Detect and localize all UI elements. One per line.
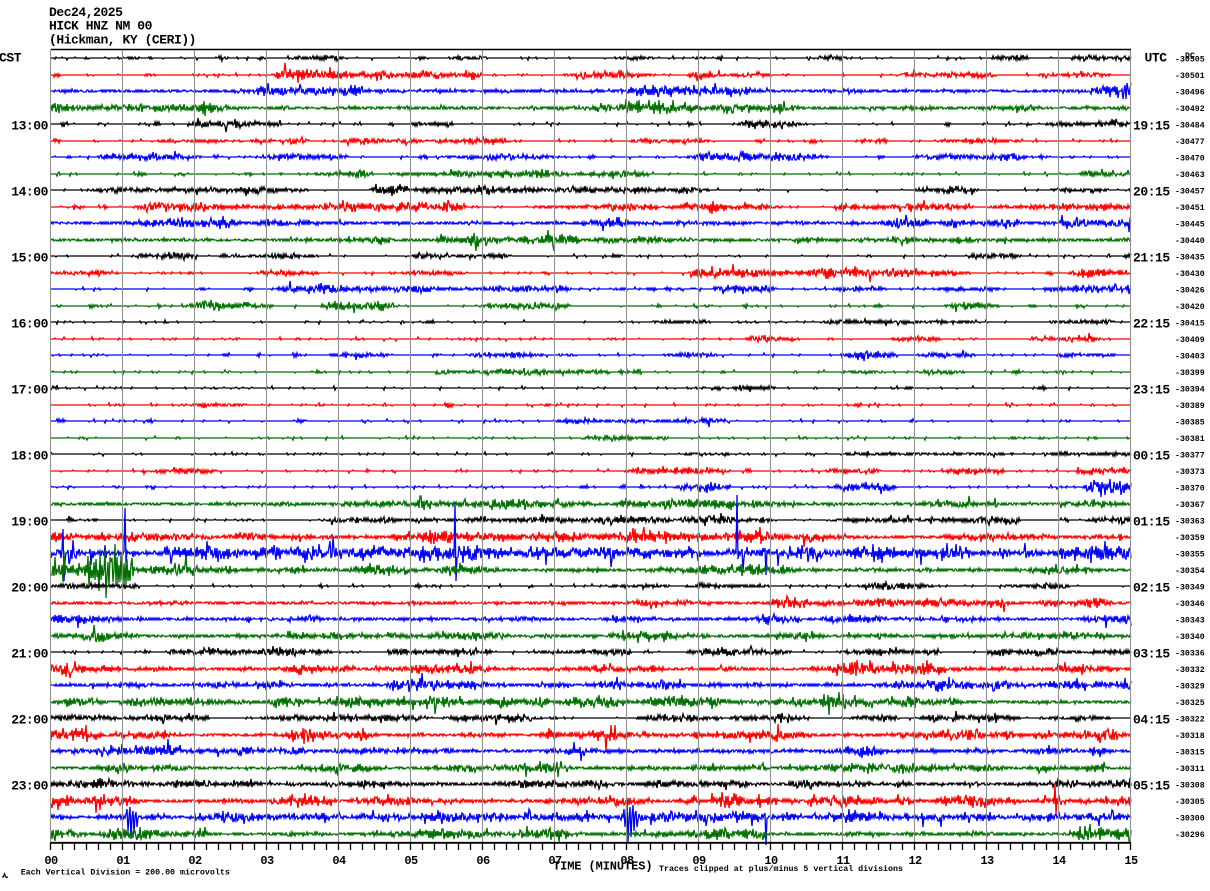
svg-text:-30354: -30354 — [1175, 567, 1205, 576]
svg-text:-30300: -30300 — [1175, 815, 1205, 824]
svg-text:00: 00 — [44, 854, 58, 868]
svg-text:13:00: 13:00 — [11, 119, 48, 134]
svg-text:CST: CST — [0, 51, 22, 66]
svg-text:-30340: -30340 — [1175, 633, 1205, 642]
svg-text:05:15: 05:15 — [1133, 779, 1170, 794]
svg-text:05: 05 — [404, 854, 418, 868]
svg-text:-30409: -30409 — [1175, 336, 1205, 345]
svg-text:UTC: UTC — [1145, 51, 1168, 66]
svg-text:08: 08 — [620, 854, 634, 868]
svg-text:-30318: -30318 — [1175, 732, 1205, 741]
svg-text:-30349: -30349 — [1175, 584, 1205, 593]
svg-text:16:00: 16:00 — [11, 317, 48, 332]
svg-text:21:15: 21:15 — [1133, 251, 1170, 266]
svg-text:19:15: 19:15 — [1133, 119, 1170, 134]
svg-text:-30484: -30484 — [1175, 122, 1205, 131]
svg-text:-30308: -30308 — [1175, 782, 1205, 791]
svg-text:-30322: -30322 — [1175, 716, 1205, 725]
svg-text:-30332: -30332 — [1175, 666, 1205, 675]
svg-text:13: 13 — [980, 854, 994, 868]
svg-text:-30336: -30336 — [1175, 650, 1205, 659]
svg-text:-30346: -30346 — [1175, 600, 1205, 609]
svg-text:00:15: 00:15 — [1133, 449, 1170, 464]
svg-text:06: 06 — [476, 854, 490, 868]
svg-text:09: 09 — [692, 854, 706, 868]
svg-text:(Hickman, KY (CERI)): (Hickman, KY (CERI)) — [49, 33, 196, 48]
svg-text:15:00: 15:00 — [11, 251, 48, 266]
svg-text:-30496: -30496 — [1175, 89, 1205, 98]
svg-text:-30451: -30451 — [1175, 204, 1205, 213]
svg-text:-30501: -30501 — [1175, 72, 1205, 81]
svg-text:22:15: 22:15 — [1133, 317, 1170, 332]
svg-text:17:00: 17:00 — [11, 383, 48, 398]
svg-text:-30445: -30445 — [1175, 221, 1205, 230]
svg-text:02: 02 — [188, 854, 202, 868]
svg-text:02:15: 02:15 — [1133, 581, 1170, 596]
svg-text:-30415: -30415 — [1175, 320, 1205, 329]
svg-text:-30394: -30394 — [1175, 386, 1205, 395]
svg-text:Traces clipped at plus/minus 5: Traces clipped at plus/minus 5 vertical … — [659, 864, 903, 874]
svg-text:-30373: -30373 — [1175, 468, 1205, 477]
svg-text:-30370: -30370 — [1175, 485, 1205, 494]
svg-text:-30355: -30355 — [1175, 551, 1205, 560]
svg-text:Dec24,2025: Dec24,2025 — [49, 5, 123, 20]
svg-text:03:15: 03:15 — [1133, 647, 1170, 662]
svg-text:-30325: -30325 — [1175, 699, 1205, 708]
svg-text:04:15: 04:15 — [1133, 713, 1170, 728]
svg-text:-30315: -30315 — [1175, 749, 1205, 758]
svg-text:20:15: 20:15 — [1133, 185, 1170, 200]
svg-text:22:00: 22:00 — [11, 713, 48, 728]
svg-text:-30296: -30296 — [1175, 831, 1205, 840]
svg-text:11: 11 — [836, 854, 850, 868]
svg-text:-30385: -30385 — [1175, 419, 1205, 428]
svg-text:-30492: -30492 — [1175, 105, 1205, 114]
svg-text:07: 07 — [548, 854, 562, 868]
svg-text:23:15: 23:15 — [1133, 383, 1170, 398]
svg-text:01:15: 01:15 — [1133, 515, 1170, 530]
svg-text:-30430: -30430 — [1175, 270, 1205, 279]
svg-text:-30343: -30343 — [1175, 617, 1205, 626]
svg-text:-30505: -30505 — [1175, 56, 1205, 65]
svg-text:15: 15 — [1124, 854, 1138, 868]
svg-text:DC: DC — [1185, 52, 1195, 61]
svg-text:HICK HNZ NM 00: HICK HNZ NM 00 — [49, 19, 153, 34]
svg-text:20:00: 20:00 — [11, 581, 48, 596]
svg-text:Each Vertical Division = 200.: Each Vertical Division = 200.00 microvol… — [21, 868, 230, 878]
svg-text:-30435: -30435 — [1175, 254, 1205, 263]
svg-text:04: 04 — [332, 854, 346, 868]
svg-text:-30457: -30457 — [1175, 188, 1205, 197]
svg-text:18:00: 18:00 — [11, 449, 48, 464]
svg-text:23:00: 23:00 — [11, 779, 48, 794]
svg-text:-30389: -30389 — [1175, 402, 1205, 411]
svg-text:-30440: -30440 — [1175, 237, 1205, 246]
svg-text:-30311: -30311 — [1175, 765, 1205, 774]
svg-text:12: 12 — [908, 854, 922, 868]
svg-text:21:00: 21:00 — [11, 647, 48, 662]
svg-text:-30377: -30377 — [1175, 452, 1205, 461]
svg-text:-30367: -30367 — [1175, 501, 1205, 510]
svg-text:10: 10 — [764, 854, 778, 868]
svg-text:01: 01 — [116, 854, 130, 868]
svg-text:-30399: -30399 — [1175, 369, 1205, 378]
svg-text:-30403: -30403 — [1175, 353, 1205, 362]
svg-text:-30477: -30477 — [1175, 138, 1205, 147]
svg-text:-30381: -30381 — [1175, 435, 1205, 444]
svg-text:-30363: -30363 — [1175, 518, 1205, 527]
svg-text:-30463: -30463 — [1175, 171, 1205, 180]
svg-text:-30305: -30305 — [1175, 798, 1205, 807]
svg-text:-30329: -30329 — [1175, 683, 1205, 692]
svg-text:-30359: -30359 — [1175, 534, 1205, 543]
svg-text:14: 14 — [1052, 854, 1066, 868]
svg-text:03: 03 — [260, 854, 274, 868]
svg-text:19:00: 19:00 — [11, 515, 48, 530]
svg-text:-30426: -30426 — [1175, 287, 1205, 296]
svg-text:14:00: 14:00 — [11, 185, 48, 200]
svg-text:-30470: -30470 — [1175, 155, 1205, 164]
svg-text:-30420: -30420 — [1175, 303, 1205, 312]
svg-text:TIME (MINUTES): TIME (MINUTES) — [553, 860, 652, 874]
